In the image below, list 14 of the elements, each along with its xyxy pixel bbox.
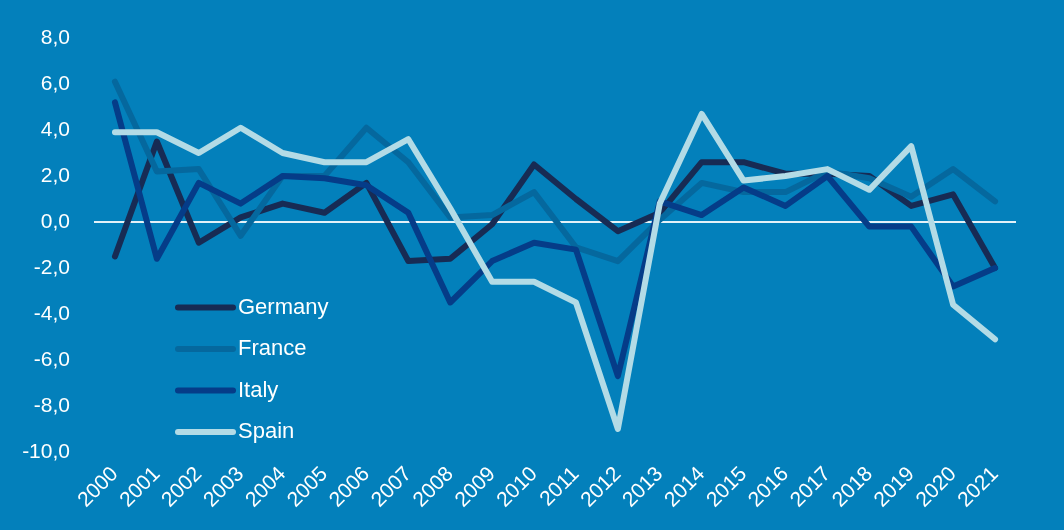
legend-label: France [238, 335, 307, 361]
legend-label: Italy [238, 376, 279, 402]
y-tick-label: -10,0 [22, 438, 70, 462]
y-tick-label: -2,0 [33, 254, 70, 278]
y-tick-label: 6,0 [40, 70, 70, 94]
y-tick-label: 0,0 [40, 208, 70, 232]
legend-label: Germany [238, 293, 329, 319]
y-tick-label: 2,0 [40, 162, 70, 186]
y-tick-label: -4,0 [33, 300, 70, 324]
y-tick-label: -8,0 [33, 392, 70, 416]
y-tick-label: -6,0 [33, 346, 70, 370]
legend-label: Spain [238, 418, 295, 444]
y-tick-label: 4,0 [40, 116, 70, 140]
y-tick-label: 8,0 [40, 24, 70, 48]
